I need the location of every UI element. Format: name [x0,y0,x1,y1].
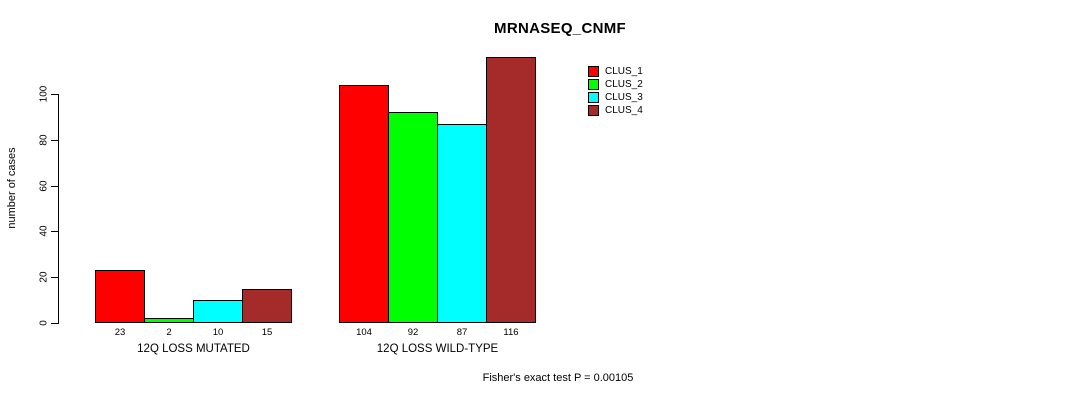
bar-value-label: 10 [212,327,224,338]
y-axis-tick-label: 60 [38,180,50,192]
legend-swatch-icon [588,92,599,103]
y-axis-tick-label: 80 [38,134,50,146]
y-axis-tick [51,140,59,141]
bar-clus_1 [339,85,389,323]
legend-item-clus_4: CLUS_4 [588,104,643,117]
fisher-test-note: Fisher's exact test P = 0.00105 [482,372,634,384]
bar-clus_1 [95,270,145,323]
bar-value-label: 87 [456,327,468,338]
y-axis-tick [51,231,59,232]
y-axis-tick-label: 100 [38,85,50,103]
bar-value-label: 23 [114,327,126,338]
bar-value-label: 92 [407,327,419,338]
x-group-label: 12Q LOSS WILD-TYPE [376,343,499,355]
y-axis-tick [51,323,59,324]
x-group-label: 12Q LOSS MUTATED [137,343,250,355]
legend-item-clus_1: CLUS_1 [588,65,643,78]
y-axis-line [58,94,59,323]
legend-label: CLUS_3 [605,92,643,103]
legend-swatch-icon [588,66,599,77]
bar-value-label: 116 [503,327,519,338]
y-axis-tick [51,94,59,95]
bar-clus_4 [242,289,292,323]
y-axis-tick [51,277,59,278]
y-axis-tick-label: 0 [38,320,50,326]
y-axis-tick-label: 20 [38,271,50,283]
bar-clus_3 [193,300,243,323]
chart-title: MRNASEQ_CNMF [494,20,626,37]
legend-label: CLUS_2 [605,79,643,90]
y-axis-tick-label: 40 [38,225,50,237]
legend-item-clus_3: CLUS_3 [588,91,643,104]
bar-clus_2 [388,112,438,323]
bar-clus_4 [486,57,536,323]
bar-clus_2 [144,318,194,323]
legend-label: CLUS_4 [605,105,643,116]
y-axis-tick [51,186,59,187]
bar-value-label: 2 [166,327,172,338]
legend-swatch-icon [588,105,599,116]
bar-value-label: 15 [261,327,273,338]
legend: CLUS_1 CLUS_2 CLUS_3 CLUS_4 [588,65,643,117]
legend-label: CLUS_1 [605,66,643,77]
y-axis-label: number of cases [6,147,18,229]
bar-clus_3 [437,124,487,323]
bar-value-label: 104 [356,327,372,338]
legend-item-clus_2: CLUS_2 [588,78,643,91]
legend-swatch-icon [588,79,599,90]
